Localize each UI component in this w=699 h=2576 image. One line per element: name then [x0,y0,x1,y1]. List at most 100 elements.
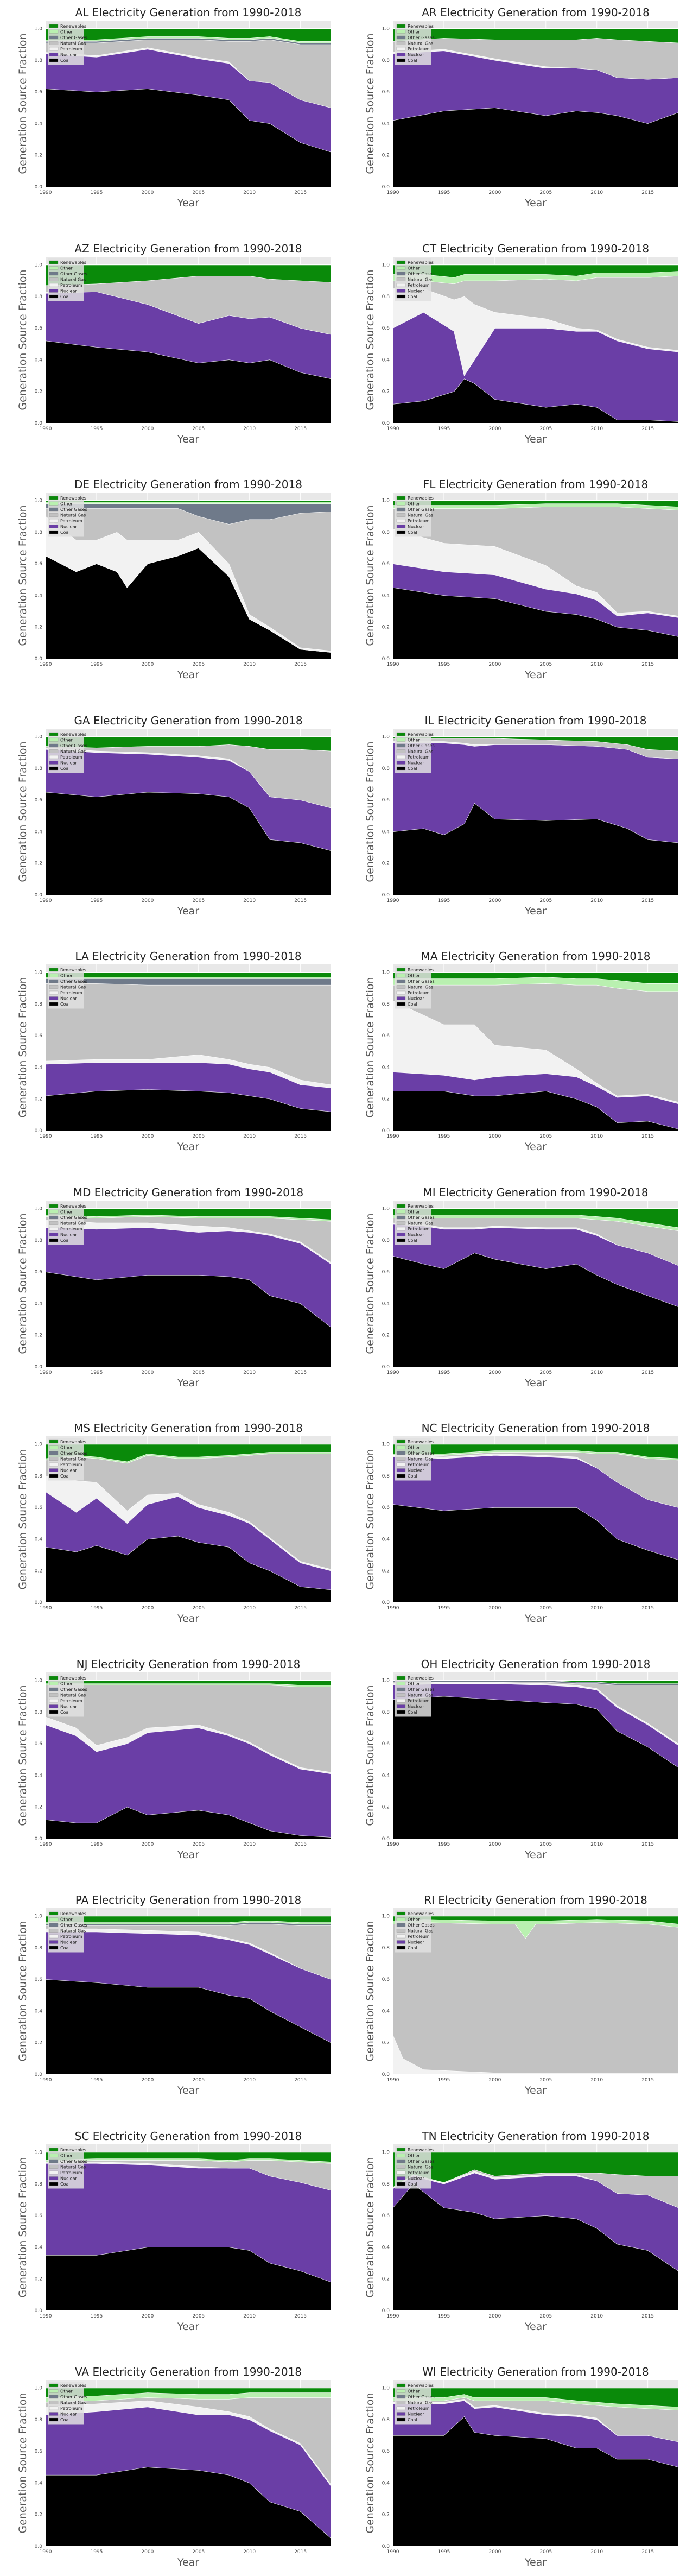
legend-swatch [49,35,59,40]
chart-panel: 0.0 0.2 0.4 0.6 0.8 1.0 1990 1995 2000 2005 2010 20… [17,1186,332,1389]
legend-swatch [49,2159,59,2163]
area-natural-gas [393,983,678,1102]
legend-label: Nuclear [60,288,78,293]
area-edge [392,1071,679,1104]
legend-swatch [49,47,59,51]
area-nuclear [393,742,678,843]
legend-swatch [49,496,59,500]
y-tick-label: 0.6 [382,561,390,567]
legend-swatch [49,1227,59,1230]
area-natural-gas [46,508,331,651]
legend-label: Coal [60,58,70,63]
y-tick-label: 0.4 [382,2480,390,2486]
legend-label: Renewables [408,1204,434,1209]
y-tick-label: 0.8 [35,2181,43,2187]
chart-title: MD Electricity Generation from 1990-2018 [73,1186,304,1199]
legend-swatch [49,1929,59,1933]
x-tick-label: 1995 [437,2314,450,2319]
legend-label: Other [60,1445,73,1450]
legend-label: Other Gases [408,2159,435,2164]
x-tick-label: 2005 [192,662,205,667]
legend-swatch [49,1917,59,1921]
legend-swatch [49,743,59,747]
legend-swatch [49,2170,59,2174]
legend-label: Other [60,737,73,742]
legend-swatch [396,2401,406,2404]
x-tick-label: 2005 [539,1606,552,1611]
y-tick-label: 0.4 [35,2245,43,2250]
legend-swatch [396,272,406,275]
legend-label: Renewables [60,2148,86,2152]
legend-swatch [396,968,406,972]
legend-swatch [49,2412,59,2416]
legend-label: Natural Gas [60,277,86,282]
legend-swatch [49,1911,59,1916]
area-other [46,977,331,979]
legend-swatch [396,496,406,500]
legend-swatch [49,968,59,972]
legend-swatch [49,53,59,56]
legend-label: Petroleum [408,1227,430,1232]
x-tick-label: 1995 [437,1370,450,1375]
legend-swatch [396,1911,406,1916]
area-renewables [393,264,678,277]
y-tick-label: 1.0 [382,734,390,740]
legend-label: Other Gases [60,1923,87,1928]
x-axis-label: Year [177,2321,199,2333]
legend-label: Renewables [60,24,86,29]
legend-label: Nuclear [408,760,425,765]
x-axis-label: Year [524,1141,547,1153]
legend-swatch [49,1923,59,1927]
legend-label: Other Gases [60,743,87,748]
area-other [46,2392,331,2402]
legend-label: Petroleum [60,2170,82,2175]
y-tick-label: 0.8 [35,1946,43,1951]
x-tick-label: 2005 [539,1370,552,1375]
legend-swatch [49,1238,59,1242]
area-renewables [393,972,678,983]
legend-label: Other Gases [408,743,435,748]
legend-label: Other Gases [408,2395,435,2400]
legend-swatch [396,1221,406,1225]
y-tick-label: 0.2 [35,625,42,630]
x-tick-label: 1995 [90,1134,103,1139]
legend-swatch [396,1209,406,1214]
legend-label: Renewables [60,1204,86,1209]
y-tick-label: 0.2 [35,1097,42,1102]
area-other [46,1452,331,1463]
y-tick-label: 1.0 [382,498,390,504]
x-tick-label: 2010 [590,2078,603,2083]
x-tick-label: 2005 [192,1134,205,1139]
legend-label: Natural Gas [408,2401,433,2405]
x-tick-label: 2005 [539,2078,552,2083]
area-nuclear [46,1062,331,1112]
legend-label: Other [408,502,420,507]
legend-label: Nuclear [408,1468,425,1473]
legend-swatch [49,2417,59,2422]
legend-swatch [396,990,406,995]
y-tick-label: 0.6 [382,1505,390,1511]
legend-label: Petroleum [408,2170,430,2175]
x-tick-label: 2000 [488,1370,501,1375]
area-renewables [46,1916,331,1923]
legend-label: Other [60,30,73,35]
area-petroleum [46,1055,331,1088]
area-renewables [393,2388,678,2407]
chart-title: CT Electricity Generation from 1990-2018 [422,242,649,255]
y-tick-label: 0.0 [35,2072,43,2078]
x-tick-label: 2015 [294,1134,307,1139]
x-tick-label: 1990 [387,1134,399,1139]
chart-title: MA Electricity Generation from 1990-2018 [421,950,651,963]
chart-panel: 0.0 0.2 0.4 0.6 0.8 1.0 1990 1995 2000 2005 2010 20… [17,6,332,209]
x-tick-label: 2010 [590,1370,603,1375]
legend-swatch [396,530,406,534]
legend-swatch [396,2383,406,2388]
legend-swatch [49,1710,59,1714]
area-renewables [46,28,331,41]
legend-swatch [396,1917,406,1921]
legend-label: Petroleum [60,1699,82,1703]
